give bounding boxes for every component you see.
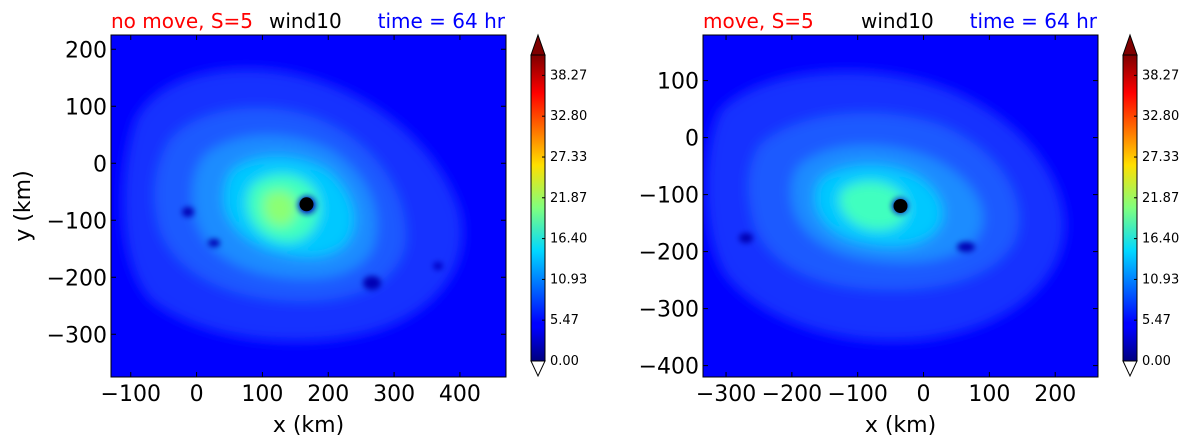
- colorbar-tick-label: 0.00: [550, 354, 579, 369]
- panel-no-move: no move, S=5 wind10 time = 64 hr: [11, 9, 587, 438]
- y-tick-label: 100: [65, 95, 107, 120]
- colorbar-tick-label: 21.87: [550, 191, 587, 206]
- y-tick-label: 0: [685, 127, 699, 152]
- storm-center-marker: [893, 199, 908, 213]
- contour-field: [703, 35, 1098, 377]
- x-tick-label: −200: [762, 382, 822, 407]
- low-spot-a: [182, 207, 194, 217]
- low-spot-b: [363, 276, 381, 290]
- colorbar: 38.27 32.80 27.33 21.87 16.40 10.93 5.47 0.00: [1122, 33, 1179, 378]
- colorbar-tick-label: 32.80: [1142, 109, 1179, 124]
- y-tick-label: −300: [47, 323, 107, 348]
- y-axis-label: y (km): [11, 170, 36, 241]
- x-tick-label: −100: [101, 382, 161, 407]
- colorbar-tick-label: 5.47: [550, 313, 579, 328]
- y-tick-label: 200: [65, 38, 107, 63]
- x-tick-label: 0: [190, 382, 204, 407]
- x-tick-label: 0: [917, 382, 931, 407]
- colorbar-tick-label: 16.40: [1142, 232, 1179, 247]
- axes-frame: [110, 34, 507, 378]
- y-tick-label: −200: [639, 241, 699, 266]
- colorbar-tick-label: 21.87: [1142, 191, 1179, 206]
- x-tick-label: 100: [241, 382, 283, 407]
- low-spot-d: [433, 262, 443, 270]
- y-tick-label: −200: [47, 266, 107, 291]
- x-tick-label: −100: [827, 382, 887, 407]
- x-axis-label: x (km): [273, 413, 344, 438]
- y-tick-label: −300: [639, 298, 699, 323]
- x-tick-label: 200: [1034, 382, 1076, 407]
- colorbar-tick-label: 32.80: [550, 109, 587, 124]
- y-tick-label: −100: [47, 209, 107, 234]
- axis-ticks: −100 0 100 200 300 400 200 100 0 −100 −200 −300: [47, 35, 506, 407]
- colorbar-tick-label: 16.40: [550, 232, 587, 247]
- colorbar-extend-min: [530, 360, 546, 378]
- axes-frame: [702, 34, 1099, 378]
- colorbar-body: [1122, 54, 1138, 362]
- colorbar-extend-max: [1122, 33, 1138, 56]
- colorbar-tick-label: 5.47: [1142, 313, 1171, 328]
- contour-field: [111, 35, 506, 377]
- colorbar-tick-label: 38.27: [1142, 68, 1179, 83]
- title-right: time = 64 hr: [970, 9, 1098, 33]
- colorbar-tick-label: 38.27: [550, 68, 587, 83]
- low-spot-c: [208, 239, 220, 247]
- panel-move: move, S=5 wind10 time = 64 hr −300 −200 −1…: [639, 9, 1180, 438]
- y-tick-label: 100: [657, 70, 699, 95]
- colorbar-extend-max: [530, 33, 546, 56]
- x-tick-label: 300: [373, 382, 415, 407]
- title-center: wind10: [269, 9, 342, 33]
- colorbar-ticks: 38.27 32.80 27.33 21.87 16.40 10.93 5.47 0.00: [542, 68, 587, 369]
- title-left: no move, S=5: [111, 9, 253, 33]
- low-spot-b: [957, 242, 975, 252]
- x-tick-label: −300: [696, 382, 756, 407]
- title-left: move, S=5: [703, 9, 814, 33]
- storm-center-marker: [299, 197, 314, 212]
- colorbar-tick-label: 10.93: [1142, 272, 1179, 287]
- title-right: time = 64 hr: [378, 9, 506, 33]
- colorbar-tick-label: 10.93: [550, 272, 587, 287]
- y-tick-label: −400: [639, 355, 699, 380]
- y-tick-label: 0: [93, 152, 107, 177]
- colorbar: 38.27 32.80 27.33 21.87 16.40 10.93 5.47 0.00: [530, 33, 587, 378]
- colorbar-tick-label: 27.33: [1142, 150, 1179, 165]
- wind-contour-17: [839, 181, 908, 231]
- colorbar-ticks: 38.27 32.80 27.33 21.87 16.40 10.93 5.47 0.00: [1134, 68, 1179, 369]
- x-tick-label: 200: [307, 382, 349, 407]
- x-axis-label: x (km): [865, 413, 936, 438]
- colorbar-extend-min: [1122, 360, 1138, 378]
- title-center: wind10: [861, 9, 934, 33]
- colorbar-body: [530, 54, 546, 362]
- y-tick-label: −100: [639, 184, 699, 209]
- colorbar-tick-label: 27.33: [550, 150, 587, 165]
- x-tick-label: 400: [439, 382, 481, 407]
- low-spot-a: [739, 233, 753, 243]
- wind-contour-20: [263, 190, 297, 227]
- colorbar-tick-label: 0.00: [1142, 354, 1171, 369]
- x-tick-label: 100: [968, 382, 1010, 407]
